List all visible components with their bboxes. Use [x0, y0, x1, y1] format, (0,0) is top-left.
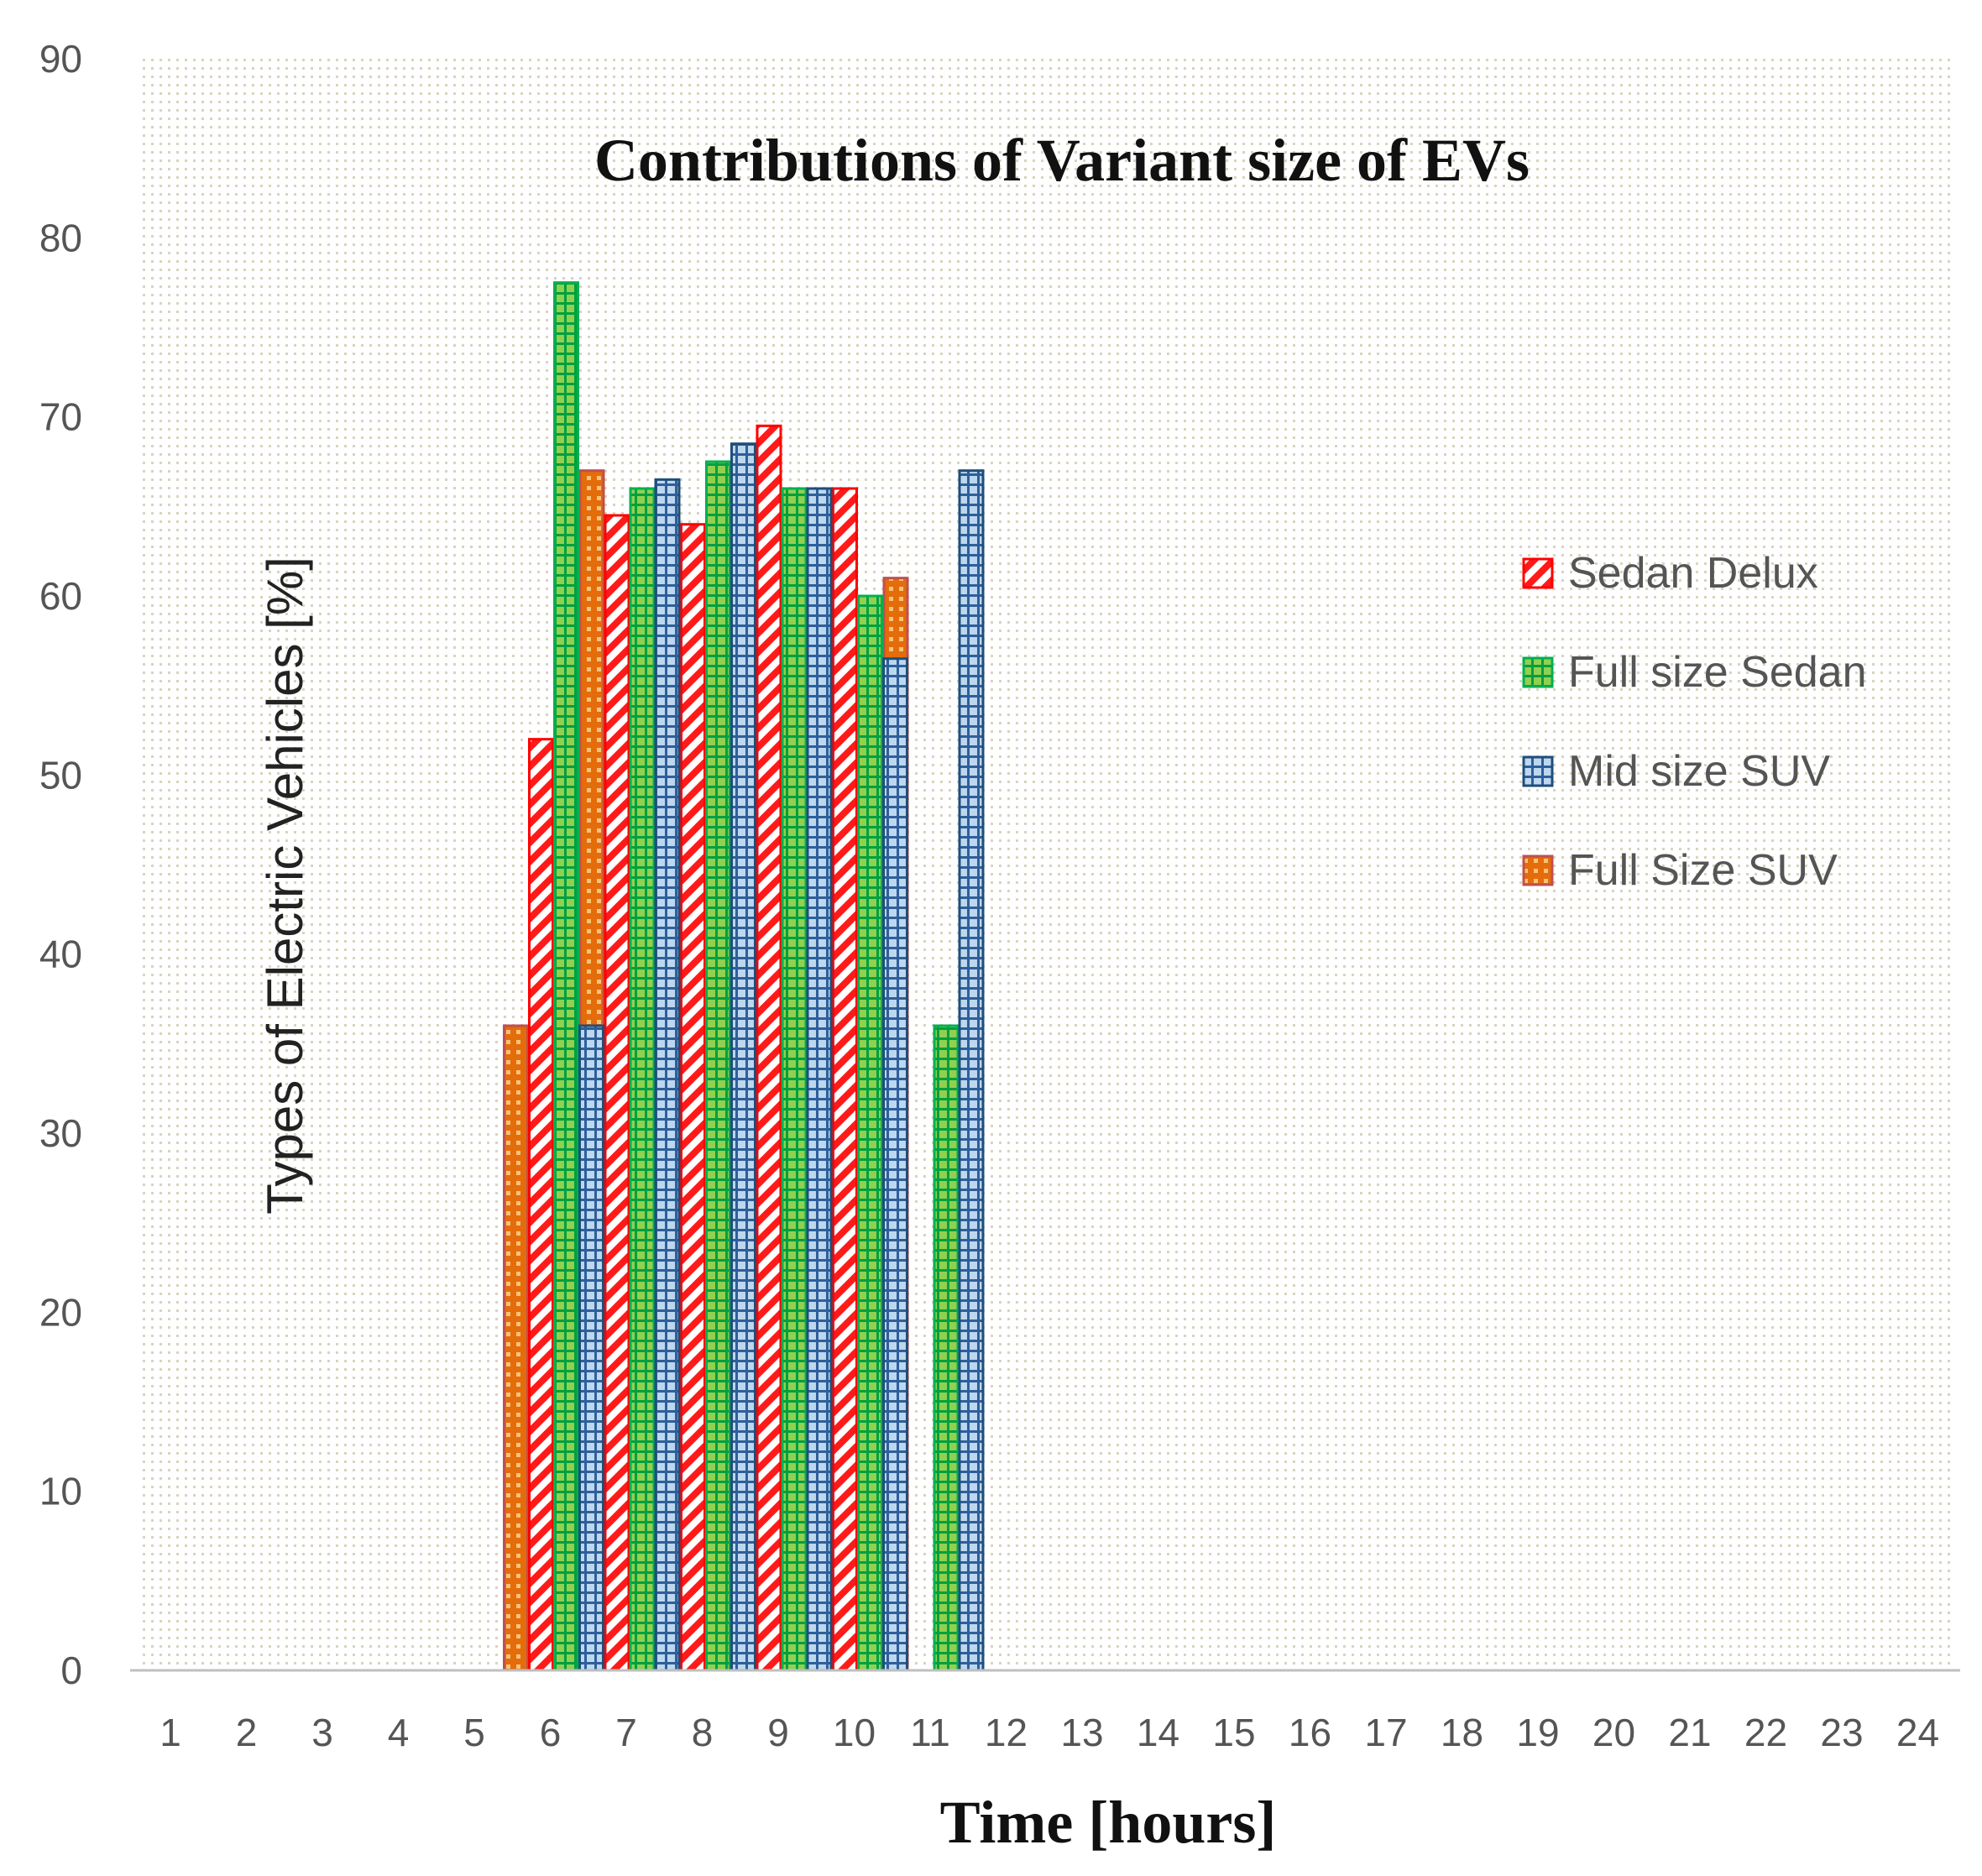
x-tick-label: 19 — [1516, 1711, 1559, 1754]
bar-full-size-sedan — [553, 281, 579, 1672]
y-tick-label: 80 — [39, 216, 82, 259]
x-tick-label: 8 — [692, 1711, 714, 1754]
legend: Sedan Delux Full size Sedan Mid size SUV Fu… — [1522, 549, 1867, 895]
bars — [503, 281, 985, 1672]
bar-mid-size-suv — [578, 1024, 604, 1672]
bar-sedan-delux — [756, 424, 782, 1672]
x-tick-label: 18 — [1441, 1711, 1483, 1754]
bar-full-size-sedan — [629, 487, 656, 1672]
bar-mid-size-suv — [730, 442, 756, 1672]
bar-full-size-sedan — [933, 1024, 960, 1672]
x-tick-label: 2 — [236, 1711, 258, 1754]
legend-label: Mid size SUV — [1568, 747, 1830, 796]
x-tick-label: 9 — [767, 1711, 789, 1754]
x-tick-label: 15 — [1212, 1711, 1255, 1754]
y-tick-label: 20 — [39, 1290, 82, 1334]
bar-sedan-delux — [832, 487, 858, 1672]
plot-background — [139, 59, 1956, 1670]
y-tick-label: 30 — [39, 1111, 82, 1155]
bar-sedan-delux — [528, 738, 554, 1672]
x-tick-label: 20 — [1592, 1711, 1635, 1754]
legend-label: Full Size SUV — [1568, 846, 1838, 895]
x-tick-label: 21 — [1668, 1711, 1711, 1754]
y-tick-label: 0 — [60, 1649, 82, 1692]
x-tick-label: 17 — [1364, 1711, 1407, 1754]
legend-label: Sedan Delux — [1568, 549, 1818, 598]
x-axis-label: Time [hours] — [940, 1789, 1277, 1856]
bar-sedan-delux — [680, 523, 706, 1672]
bar-mid-size-suv — [806, 487, 833, 1672]
x-tick-label: 13 — [1060, 1711, 1103, 1754]
x-axis-ticks: 1 2 3 4 5 6 7 8 9 10 11 12 13 14 15 16 17 18 19 20 21 22 23 24 — [160, 1711, 1939, 1754]
legend-swatch — [1522, 557, 1554, 589]
y-axis-label: Types of Electric Vehicles [%] — [257, 557, 313, 1215]
y-tick-label: 10 — [39, 1470, 82, 1513]
y-tick-label: 90 — [39, 37, 82, 81]
legend-swatch — [1522, 854, 1554, 886]
x-tick-label: 14 — [1137, 1711, 1179, 1754]
x-tick-label: 6 — [540, 1711, 562, 1754]
x-tick-label: 23 — [1820, 1711, 1863, 1754]
x-tick-label: 16 — [1289, 1711, 1331, 1754]
y-tick-label: 50 — [39, 753, 82, 797]
x-tick-label: 11 — [910, 1711, 950, 1754]
y-tick-label: 40 — [39, 933, 82, 976]
x-tick-label: 22 — [1744, 1711, 1787, 1754]
x-tick-label: 1 — [160, 1711, 181, 1754]
legend-swatch — [1522, 755, 1554, 787]
bar-mid-size-suv — [654, 478, 681, 1672]
x-tick-label: 24 — [1896, 1711, 1939, 1754]
y-axis-ticks: 0 10 20 30 40 50 60 70 80 90 — [39, 37, 82, 1692]
x-tick-label: 3 — [311, 1711, 333, 1754]
x-tick-label: 7 — [615, 1711, 637, 1754]
bar-mid-size-suv — [958, 469, 985, 1672]
y-tick-label: 60 — [39, 574, 82, 618]
x-tick-label: 10 — [833, 1711, 876, 1754]
chart-title: Contributions of Variant size of EVs — [594, 127, 1530, 194]
bar-full-size-sedan — [781, 487, 808, 1672]
legend-label: Full size Sedan — [1568, 648, 1867, 697]
bar-mid-size-suv — [882, 657, 908, 1672]
bar-full-size-suv — [503, 1024, 529, 1672]
bar-sedan-delux — [604, 514, 630, 1672]
bar-full-size-sedan — [705, 460, 731, 1672]
legend-swatch — [1522, 656, 1554, 688]
y-tick-label: 70 — [39, 395, 82, 439]
x-tick-label: 12 — [985, 1711, 1028, 1754]
x-tick-label: 4 — [388, 1711, 410, 1754]
x-tick-label: 5 — [463, 1711, 485, 1754]
bar-full-size-sedan — [857, 594, 883, 1672]
